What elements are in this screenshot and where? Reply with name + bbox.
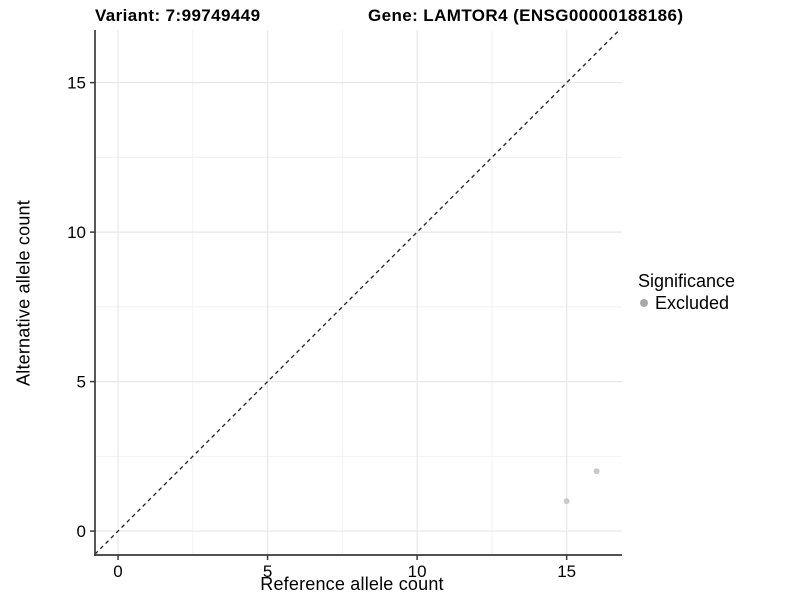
x-tick-label: 15 <box>557 562 576 581</box>
x-tick-label: 5 <box>263 562 272 581</box>
y-tick-label: 15 <box>67 74 86 93</box>
legend-title: Significance <box>638 271 736 291</box>
legend-item-excluded: Excluded <box>638 293 735 313</box>
data-point <box>563 498 570 505</box>
plot-title-variant: Variant: 7:99749449 <box>95 6 261 25</box>
x-tick-label: 10 <box>408 562 427 581</box>
identity-line <box>94 29 620 555</box>
legend-point-icon <box>640 299 648 307</box>
y-tick-label: 10 <box>67 223 86 242</box>
legend-item-label: Excluded <box>655 293 730 313</box>
plot-title-gene: Gene: LAMTOR4 (ENSG00000188186) <box>368 6 684 25</box>
x-axis-title: Reference allele count <box>260 574 444 594</box>
y-tick-label: 5 <box>77 373 86 392</box>
data-point <box>593 468 600 475</box>
legend: Significance Excluded <box>638 271 735 313</box>
y-tick-label: 0 <box>77 522 86 541</box>
x-tick-label: 0 <box>113 562 122 581</box>
